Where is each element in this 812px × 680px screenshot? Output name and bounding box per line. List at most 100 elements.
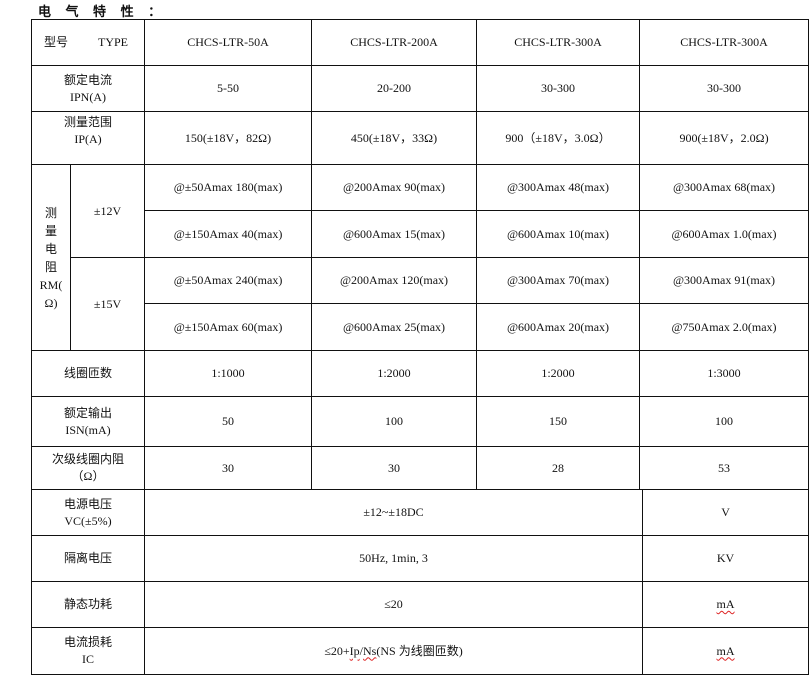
merged-value: 50Hz, 1min, 3	[144, 535, 644, 582]
table-row: 额定电流 IPN(A) 5-50 20-200 30-300 30-300	[30, 65, 810, 112]
value-cell: 30-300	[476, 65, 641, 112]
value-cell: @300Amax 48(max)	[476, 164, 641, 211]
value-cell: @±150Amax 40(max)	[144, 210, 313, 258]
merged-value: ±12~±18DC	[144, 489, 644, 536]
row-label: 线圈匝数	[30, 350, 146, 397]
table-row: 静态功耗 ≤20 mA	[30, 581, 810, 628]
rm-label-char: 量	[44, 223, 57, 238]
electrical-characteristics-table: 型号 TYPE CHCS-LTR-50A CHCS-LTR-200A CHCS-L…	[30, 19, 810, 675]
label-line: IPN(A)	[70, 89, 106, 104]
rm-label-char: 阻	[44, 259, 57, 274]
value-cell: @750Amax 2.0(max)	[639, 303, 810, 351]
rm-label: 测量电阻 RM( Ω)	[31, 164, 71, 351]
value-cell: @600Amax 20(max)	[476, 303, 641, 351]
table-row: 次级线圈内阻 （Ω） 30 30 28 53	[30, 446, 810, 490]
model-cell: CHCS-LTR-200A	[311, 19, 478, 66]
row-label: 电流损耗 IC	[30, 627, 146, 675]
value-cell: 100	[639, 396, 810, 447]
value-cell: 28	[476, 446, 641, 490]
section-title: 电 气 特 性 ：	[38, 5, 167, 20]
rm-label-char: 测	[44, 205, 57, 220]
value-cell: 5-50	[144, 65, 313, 112]
rm-label-text: 测量电阻 RM( Ω)	[39, 204, 63, 312]
value-cell: 100	[311, 396, 478, 447]
table-row: ±15V @±50Amax 240(max) @200Amax 120(max)…	[32, 257, 810, 351]
label-line: 次级线圈内阻	[52, 452, 125, 466]
row-label: 额定输出 ISN(mA)	[30, 396, 146, 447]
table-row: 测量范围 IP(A) 150(±18V，82Ω) 450(±18V，33Ω) 90…	[30, 111, 810, 165]
value-cell: 1:3000	[639, 350, 810, 397]
value-cell: 900（±18V，3.0Ω）	[476, 111, 641, 165]
value-cell: 150	[476, 396, 641, 447]
value-cell: 30	[311, 446, 478, 490]
value-cell: @300Amax 70(max)	[476, 257, 641, 304]
rm-label-char: RM(	[39, 277, 63, 292]
unit-text: mA	[716, 597, 735, 611]
unit-text: mA	[716, 643, 735, 658]
model-cell: CHCS-LTR-300A	[639, 19, 810, 66]
table-row: 型号 TYPE CHCS-LTR-50A CHCS-LTR-200A CHCS-L…	[30, 19, 810, 66]
value-cell: 30-300	[639, 65, 810, 112]
label-line: ISN(mA)	[65, 422, 111, 437]
label-line: VC(±5%)	[64, 513, 112, 528]
value-cell: 1:2000	[476, 350, 641, 397]
model-cell: CHCS-LTR-300A	[476, 19, 641, 66]
value-cell: @±50Amax 240(max)	[144, 257, 313, 304]
table-row: 测量电阻 RM( Ω) ±12V @±50Amax 180(max) @200Ama…	[31, 164, 810, 351]
label-line: 额定输出	[64, 405, 113, 420]
value-cell: @300Amax 68(max)	[639, 164, 810, 211]
value-part: Ip	[349, 643, 360, 658]
row-label: 电源电压 VC(±5%)	[30, 489, 146, 536]
value-cell: @600Amax 15(max)	[311, 210, 478, 258]
value-cell: @±50Amax 180(max)	[144, 164, 313, 211]
rm-label-char: 电	[44, 241, 57, 256]
merged-value: ≤20	[144, 581, 644, 628]
label-line: 电源电压	[64, 496, 113, 511]
value-cell: @200Amax 90(max)	[311, 164, 478, 211]
value-cell: @300Amax 91(max)	[639, 257, 810, 304]
value-cell: 1:2000	[311, 350, 478, 397]
value-part: /	[359, 643, 364, 658]
label-line: IP(A)	[74, 132, 102, 146]
unit-cell: mA	[642, 627, 810, 675]
unit-cell: mA	[642, 581, 810, 628]
value-cell: 1:1000	[144, 350, 313, 397]
value-part: (NS 为线圈匝数)	[376, 643, 463, 658]
value-cell: 150(±18V，82Ω)	[144, 111, 313, 165]
table-row: 隔离电压 50Hz, 1min, 3 KV	[30, 535, 810, 582]
value-cell: @600Amax 1.0(max)	[639, 210, 810, 258]
table-row: 线圈匝数 1:1000 1:2000 1:2000 1:3000	[30, 350, 810, 397]
value-cell: @±150Amax 60(max)	[144, 303, 313, 351]
value-cell: 50	[144, 396, 313, 447]
label-line: 额定电流	[64, 72, 113, 87]
label-line: 测量范围	[64, 115, 113, 129]
row-label: 次级线圈内阻 （Ω）	[30, 446, 146, 490]
value-cell: 30	[144, 446, 313, 490]
rm-label-char: Ω)	[44, 295, 58, 310]
voltage-label: ±15V	[69, 257, 146, 351]
value-cell: 53	[639, 446, 810, 490]
value-cell: 900(±18V，2.0Ω)	[639, 111, 810, 165]
row-label: 隔离电压	[30, 535, 146, 582]
value-cell: @600Amax 25(max)	[311, 303, 478, 351]
type-label-en: TYPE	[98, 35, 129, 49]
value-cell: 450(±18V，33Ω)	[311, 111, 478, 165]
table-row: 额定输出 ISN(mA) 50 100 150 100	[30, 396, 810, 447]
type-header: 型号 TYPE	[30, 19, 146, 66]
merged-value: ≤20+Ip/Ns(NS 为线圈匝数)	[144, 627, 644, 675]
row-label: 测量范围 IP(A)	[30, 111, 146, 165]
unit-cell: V	[642, 489, 810, 536]
voltage-label: ±12V	[69, 164, 146, 258]
table-row: @±150Amax 60(max) @600Amax 25(max) @600A…	[32, 303, 810, 351]
row-label: 额定电流 IPN(A)	[30, 65, 146, 112]
label-line: 电流损耗	[64, 635, 113, 649]
label-line: （Ω）	[71, 469, 105, 483]
value-cell: 20-200	[311, 65, 478, 112]
value-part: Ns	[363, 643, 377, 658]
table-row: @±150Amax 40(max) @600Amax 15(max) @600A…	[32, 210, 810, 258]
type-label-cn: 型号	[44, 35, 69, 49]
row-label: 静态功耗	[30, 581, 146, 628]
table-row: 电流损耗 IC ≤20+Ip/Ns(NS 为线圈匝数) mA	[30, 627, 810, 675]
table-row: 电源电压 VC(±5%) ±12~±18DC V	[30, 489, 810, 536]
unit-cell: KV	[642, 535, 810, 582]
